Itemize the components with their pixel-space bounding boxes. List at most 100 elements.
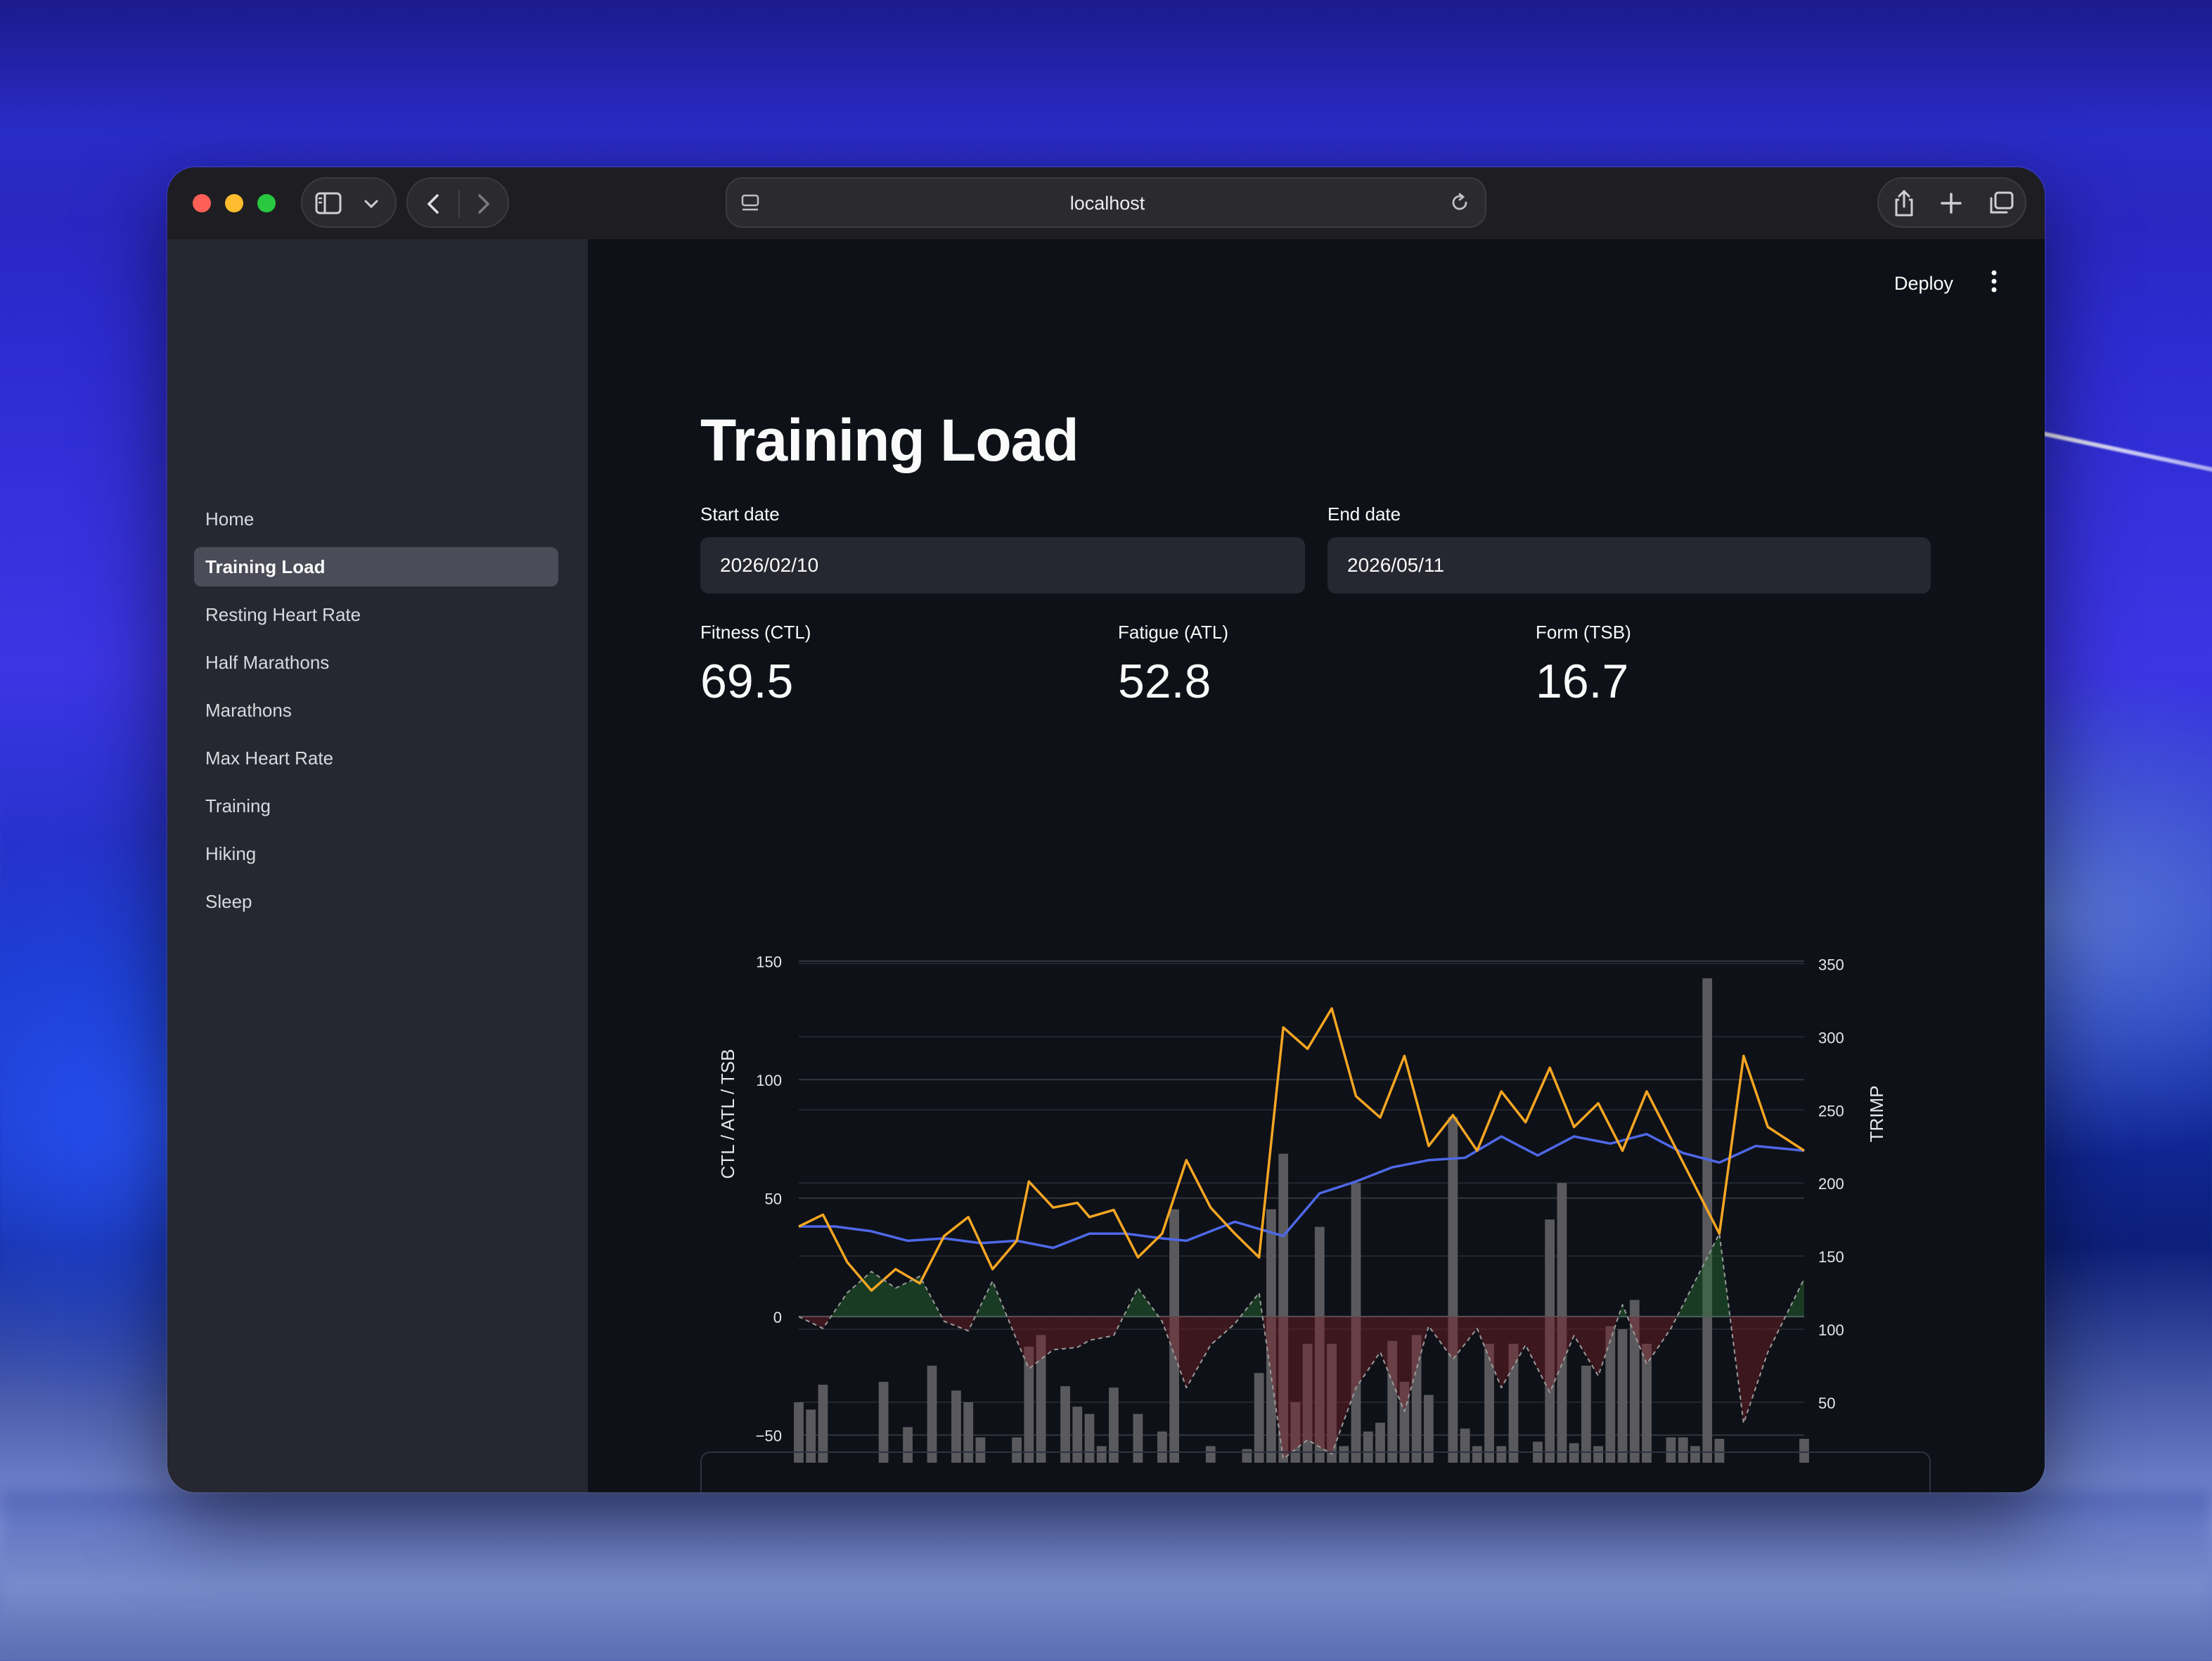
form-area-segment [830,1293,847,1317]
end-date-label: End date [1327,504,1401,525]
sidebar-item-resting-heart-rate[interactable]: Resting Heart Rate [194,595,558,634]
sidebar-item-label: Max Heart Rate [205,748,334,769]
form-negative-area [1332,1316,1356,1454]
url-text: localhost [1069,193,1145,214]
form-negative-area [1210,1316,1235,1345]
form-negative-area [944,1316,969,1331]
trimp-bar [1096,1446,1107,1463]
trimp-bar [975,1437,986,1463]
minimize-window-button[interactable] [225,194,243,212]
zoom-window-button[interactable] [257,194,276,212]
trimp-bar [1605,1326,1616,1463]
metric-form-label: Form (TSB) [1536,622,1631,643]
forward-icon[interactable] [472,193,494,215]
trimp-bar [1290,1402,1301,1463]
form-negative-area [1029,1316,1053,1369]
trimp-bar [1060,1386,1070,1463]
trimp-bars [794,978,1809,1463]
form-area-segment [1598,1316,1619,1376]
form-negative-area [1307,1316,1332,1454]
trimp-bar [1557,1183,1567,1463]
y-tick-label: 100 [756,1072,782,1089]
page-info-icon[interactable] [740,191,764,215]
y2-axis-title: TRIMP [1866,1086,1887,1143]
end-date-input[interactable]: 2026/05/11 [1327,537,1931,594]
form-area-segment [1240,1293,1259,1317]
browser-window: localhost Home Training Load [167,167,2045,1492]
trimp-bar [1387,1340,1398,1463]
form-negative-area [1477,1316,1502,1388]
y2-tick-label: 300 [1818,1029,1844,1046]
chart-lines [798,1007,1805,1460]
share-icon[interactable] [1890,188,1918,218]
form-negative-area [1453,1316,1477,1359]
y2-tick-label: 50 [1818,1394,1835,1412]
trimp-bar [1714,1439,1725,1463]
sidebar-item-half-marathons[interactable]: Half Marathons [194,643,558,682]
sidebar-item-training[interactable]: Training [194,786,558,826]
trimp-bar [1678,1437,1688,1463]
trimp-bar [1302,1343,1313,1463]
trimp-bar [1266,1209,1276,1463]
reload-icon[interactable] [1447,190,1472,215]
trimp-bar [1012,1437,1022,1463]
bottom-expander-panel[interactable] [700,1451,1931,1492]
metric-form-value: 16.7 [1536,655,1629,708]
sidebar-item-label: Half Marathons [205,652,330,673]
trimp-bar [1666,1437,1676,1463]
sidebar-item-training-load[interactable]: Training Load [194,547,558,586]
trimp-bar [1157,1431,1167,1463]
window-actions-group [1877,177,2026,228]
address-bar[interactable]: localhost [726,177,1486,228]
trimp-bar [1642,1343,1652,1463]
form-negative-area [1356,1316,1380,1388]
sidebar-icon[interactable] [315,191,343,215]
navigation-group [406,177,509,228]
sidebar-item-marathons[interactable]: Marathons [194,691,558,730]
sidebar-item-max-heart-rate[interactable]: Max Heart Rate [194,738,558,778]
trimp-bar [963,1402,974,1463]
form-area-segment [1123,1288,1138,1317]
metric-fatigue-label: Fatigue (ATL) [1118,622,1229,643]
form-positive-area [895,1276,920,1317]
trimp-bar [1508,1343,1519,1463]
form-negative-area [799,1316,823,1329]
form-area-segment [1671,1316,1678,1329]
trimp-bar [1581,1366,1591,1463]
form-negative-area [1089,1316,1114,1340]
trimp-bar [1545,1219,1555,1463]
form-area-segment [941,1316,944,1321]
browser-toolbar: localhost [167,167,2045,239]
more-vertical-icon[interactable] [1987,267,2001,302]
plus-icon[interactable] [1939,191,1963,215]
start-date-input[interactable]: 2026/02/10 [700,537,1305,594]
y-axis-title: CTL / ATL / TSB [717,1049,738,1179]
form-negative-area [1380,1316,1405,1412]
trimp-bar [903,1427,913,1463]
y-tick-label: 0 [773,1309,782,1326]
y-tick-label: −50 [756,1428,782,1445]
back-icon[interactable] [423,193,444,215]
trimp-bar [794,1402,804,1463]
chevron-down-icon[interactable] [363,197,380,211]
sidebar-item-hiking[interactable]: Hiking [194,834,558,873]
trimp-bar [1351,1183,1361,1463]
deploy-button[interactable]: Deploy [1894,273,1954,294]
sidebar-item-sleep[interactable]: Sleep [194,882,558,921]
trimp-bar [927,1366,937,1463]
form-negative-area [1647,1316,1671,1364]
form-negative-area [1186,1316,1211,1388]
form-area-segment [1768,1316,1786,1352]
y-tick-label: 50 [765,1191,782,1208]
form-positive-area [1695,1233,1720,1317]
form-area-segment [1627,1316,1647,1364]
sidebar-item-home[interactable]: Home [194,499,558,539]
sidebar-item-label: Hiking [205,843,257,864]
trimp-bar [1799,1439,1809,1463]
trimp-bar [1072,1406,1083,1463]
y2-tick-label: 200 [1818,1175,1844,1193]
close-window-button[interactable] [193,194,211,212]
tabs-icon[interactable] [1987,190,2015,217]
trimp-bar [1424,1394,1434,1463]
